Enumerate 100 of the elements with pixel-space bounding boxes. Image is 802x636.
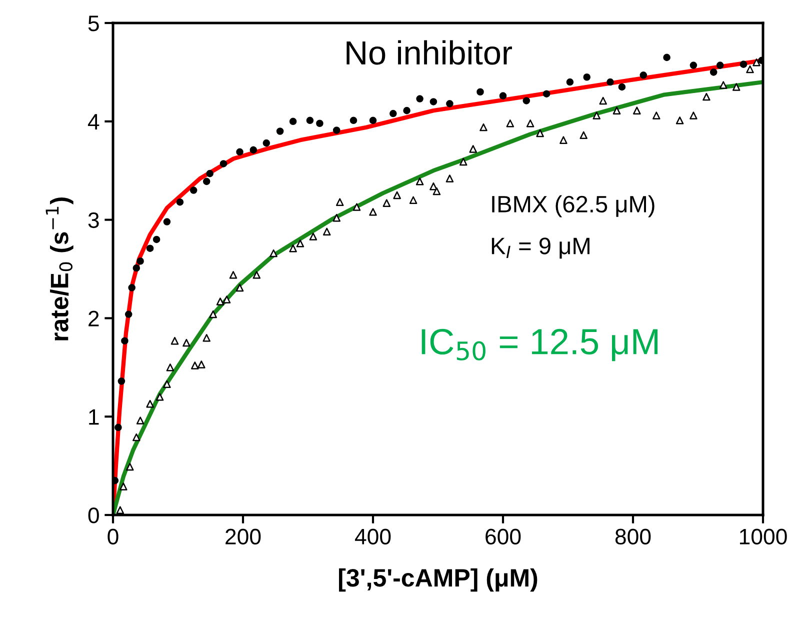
point	[369, 208, 377, 216]
point	[309, 232, 318, 240]
point	[446, 100, 454, 108]
point	[566, 78, 574, 86]
point	[732, 83, 740, 91]
point	[390, 110, 397, 118]
point	[416, 178, 424, 186]
y-tick-label: 0	[88, 508, 99, 524]
point	[191, 362, 199, 370]
x-tick-label: 200	[226, 528, 261, 545]
point	[332, 126, 340, 134]
point	[719, 81, 728, 89]
point	[132, 264, 140, 272]
point	[740, 60, 748, 68]
point	[676, 116, 684, 124]
point	[198, 360, 206, 368]
point	[166, 364, 174, 372]
point	[716, 62, 724, 69]
point	[322, 228, 331, 236]
x-tick-label: 800	[615, 528, 651, 545]
point	[499, 92, 507, 100]
point	[702, 92, 710, 101]
point	[526, 119, 534, 128]
point	[542, 90, 550, 98]
point	[446, 174, 454, 182]
y-axis-title: rate/E$_{0}$ (s$^{−1}$)	[46, 197, 74, 340]
point	[316, 120, 324, 128]
x-axis-title: [3',5'-cAMP] (μM)	[339, 568, 538, 592]
point	[202, 178, 210, 186]
point	[222, 296, 231, 304]
point	[270, 249, 278, 258]
point	[612, 106, 621, 114]
point	[163, 218, 171, 226]
y-tick-label: 2	[88, 310, 99, 326]
point	[416, 95, 424, 102]
point	[640, 72, 648, 79]
y-tick-label: 5	[88, 16, 99, 32]
point	[560, 136, 568, 144]
point	[170, 336, 179, 345]
point	[156, 393, 164, 401]
point	[633, 106, 641, 114]
point	[746, 65, 754, 74]
x-tick-label: 1000	[740, 528, 787, 545]
point	[469, 145, 477, 153]
point	[618, 83, 626, 91]
point	[276, 128, 284, 135]
point	[606, 78, 614, 86]
point	[480, 123, 488, 132]
point	[393, 191, 401, 200]
point	[403, 106, 410, 114]
point	[352, 203, 361, 211]
point	[690, 112, 698, 120]
point	[176, 198, 184, 206]
point	[752, 58, 760, 66]
point	[190, 186, 198, 194]
point	[152, 236, 160, 244]
point	[206, 170, 214, 178]
point	[432, 187, 441, 196]
point	[209, 310, 217, 318]
point	[236, 284, 244, 292]
point	[250, 146, 258, 154]
x-tick-label: 400	[354, 528, 391, 545]
point	[289, 244, 297, 252]
y-tick-label: 1	[89, 409, 99, 425]
point	[583, 73, 590, 81]
point	[252, 271, 261, 279]
point	[296, 240, 304, 248]
point	[459, 158, 468, 166]
point	[690, 62, 698, 69]
point	[116, 506, 124, 514]
annotation: K$_{I}$ = 9 μM	[492, 238, 590, 259]
point	[599, 96, 607, 105]
point	[202, 334, 210, 342]
point	[126, 462, 134, 471]
point	[476, 88, 484, 96]
point	[124, 310, 132, 318]
point	[136, 257, 144, 265]
point	[120, 482, 128, 490]
point	[350, 116, 358, 124]
point	[229, 271, 238, 279]
point	[289, 118, 297, 126]
point	[336, 198, 344, 206]
x-tick-label: 600	[486, 528, 521, 545]
point	[128, 284, 136, 292]
point	[409, 196, 418, 204]
point	[146, 400, 154, 408]
annotation: No inhibitor	[346, 40, 512, 65]
annotation: IBMX (62.5 μM)	[492, 195, 654, 218]
point	[592, 112, 600, 120]
point	[136, 416, 144, 424]
point	[118, 378, 126, 385]
point	[710, 68, 718, 76]
point	[663, 54, 670, 62]
point	[262, 139, 270, 147]
point	[182, 338, 190, 347]
point	[146, 244, 154, 252]
point	[121, 337, 128, 344]
point	[522, 97, 530, 104]
point	[220, 160, 228, 168]
point	[382, 199, 391, 207]
